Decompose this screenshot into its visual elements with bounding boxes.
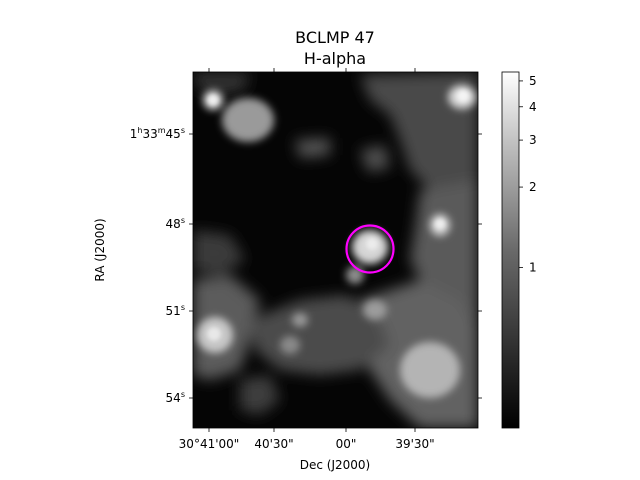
emission-region-bottom	[240, 375, 280, 415]
y-tick-label: 54s	[166, 390, 185, 405]
emission-region-center-small	[360, 145, 390, 172]
colorbar-tick-label: 3	[529, 133, 537, 147]
core-lower-left	[207, 327, 221, 341]
bright-knot-center-lower2	[363, 300, 387, 320]
bright-knot-upper-left	[222, 98, 274, 142]
bright-knot-center-lower	[346, 266, 364, 284]
x-tick-label: 00"	[336, 437, 357, 451]
colorbar-tick-label: 4	[529, 100, 537, 114]
image-panel	[193, 72, 478, 428]
emission-region-lower-center	[250, 295, 390, 375]
x-tick-label: 40'30"	[254, 437, 293, 451]
chart-subtitle: H-alpha	[304, 49, 366, 68]
x-tick-label: 30°41'00"	[179, 437, 240, 451]
bright-knot-lower-center	[280, 336, 300, 354]
emission-layer-cores	[207, 90, 469, 341]
emission-region-upper-right	[360, 72, 478, 210]
colorbar-tick-label: 5	[529, 74, 537, 88]
y-axis-label: RA (J2000)	[93, 218, 107, 281]
colorbar-ticks: 1 2 3 4 5	[519, 74, 537, 274]
emission-region-top-center	[295, 138, 330, 158]
x-axis-ticks: 30°41'00" 40'30" 00" 39'30"	[179, 68, 435, 451]
core-right	[435, 219, 445, 229]
x-tick-label: 39'30"	[395, 437, 434, 451]
bright-knot-small-1	[292, 313, 308, 327]
source-marker-circle	[345, 224, 395, 274]
y-axis-ticks: 1h33m45s 48s 51s 54s	[130, 126, 482, 405]
chart-title: BCLMP 47	[295, 28, 375, 47]
core-center	[366, 238, 378, 250]
colorbar-gradient	[501, 71, 520, 429]
emission-region-upper-left	[193, 72, 250, 95]
y-tick-label: 51s	[166, 303, 185, 318]
core-top-right	[457, 90, 469, 102]
colorbar: 1 2 3 4 5	[501, 71, 537, 429]
emission-region-left-mid	[193, 230, 245, 275]
core-top-left	[208, 95, 218, 105]
x-axis-label: Dec (J2000)	[300, 458, 370, 472]
colorbar-tick-label: 2	[529, 180, 537, 194]
y-tick-label: 1h33m45s	[130, 126, 185, 141]
bright-knot-lower-right	[400, 342, 460, 398]
image-frame	[192, 71, 479, 429]
colorbar-tick-label: 1	[529, 260, 537, 274]
y-tick-label: 48s	[166, 216, 185, 231]
